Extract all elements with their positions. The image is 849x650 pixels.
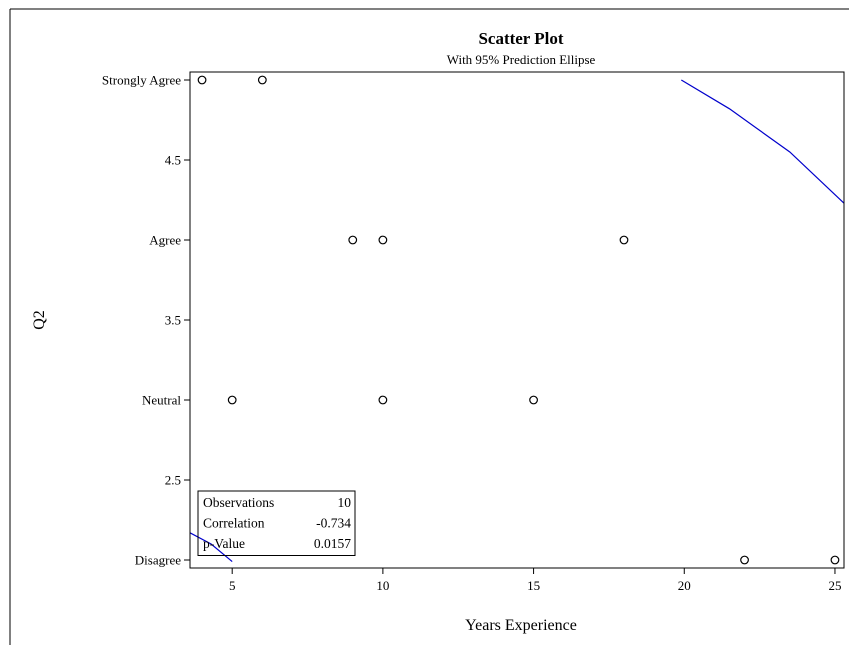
y-tick-label: 4.5 [165, 153, 181, 168]
stat-value: 0.0157 [314, 536, 351, 551]
scatter-point [257, 75, 267, 85]
scatter-point [378, 235, 388, 245]
y-tick-label: Strongly Agree [102, 73, 181, 88]
y-tick-label: Agree [149, 233, 181, 248]
chart-subtitle: With 95% Prediction Ellipse [447, 52, 596, 67]
y-tick-label: 3.5 [165, 313, 181, 328]
statistics-inset-frame [197, 490, 356, 556]
stat-label: p-Value [203, 536, 245, 551]
scatter-point [378, 395, 388, 405]
x-tick-label: 5 [229, 578, 236, 593]
scatter-point [830, 555, 840, 565]
x-tick-label: 10 [376, 578, 389, 593]
scatter-point [740, 555, 749, 565]
x-axis-label: Years Experience [465, 617, 577, 634]
y-tick-label: Neutral [142, 393, 181, 408]
chart-title: Scatter Plot [478, 29, 563, 48]
y-axis: Strongly Agree 4.5 Agree 3.5 Neutral 2.5 Disag… [102, 73, 190, 568]
statistics-inset: Observations 10 Correlation -0.734 p-Value 0.… [197, 490, 356, 556]
stat-label: Observations [203, 495, 274, 510]
x-tick-label: 15 [527, 578, 540, 593]
stat-value: 10 [338, 495, 352, 510]
scatter-point [348, 235, 358, 245]
scatter-point [227, 395, 237, 405]
stat-label: Correlation [203, 516, 265, 531]
y-axis-label: Q2 [31, 310, 48, 330]
x-axis: 5 10 15 20 25 [229, 568, 841, 593]
y-tick-label: Disagree [135, 553, 181, 568]
stat-value: -0.734 [316, 516, 351, 531]
x-tick-label: 20 [678, 578, 691, 593]
x-tick-label: 25 [828, 578, 841, 593]
y-tick-label: 2.5 [165, 473, 181, 488]
prediction-ellipse-segment [680, 79, 844, 204]
scatter-point [197, 75, 207, 85]
scatter-point [619, 235, 629, 245]
scatter-point [529, 395, 538, 405]
plot-content [190, 75, 844, 565]
